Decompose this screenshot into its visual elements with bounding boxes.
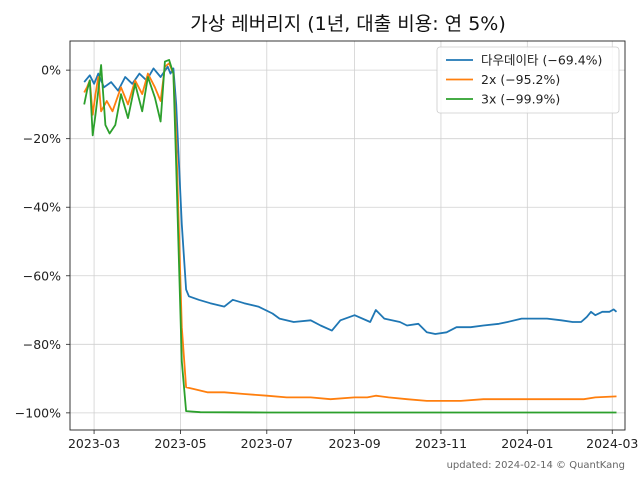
x-tick-label: 2023-07 xyxy=(241,436,293,451)
axis-ticks: 2023-03 2023-05 2023-07 2023-09 2023-11 2024-… xyxy=(15,63,639,451)
x-tick-label: 2023-11 xyxy=(415,436,467,451)
legend-entry-label: 2x (−95.2%) xyxy=(481,72,560,87)
y-tick-label: 0% xyxy=(41,63,61,78)
y-tick-label: −40% xyxy=(23,200,61,215)
chart-title: 가상 레버리지 (1년, 대출 비용: 연 5%) xyxy=(190,13,506,35)
series-line-3 xyxy=(83,59,617,414)
legend-entry-label: 다우데이타 (−69.4%) xyxy=(481,53,602,68)
y-tick-label: −80% xyxy=(23,337,61,352)
plot-frame xyxy=(69,40,626,431)
series-lines xyxy=(83,59,618,414)
y-tick-label: −100% xyxy=(15,405,61,420)
legend: 다우데이타 (−69.4%) 2x (−95.2%) 3x (−99.9%) xyxy=(436,46,620,114)
legend-entry-label: 3x (−99.9%) xyxy=(481,92,560,107)
series-line-2 xyxy=(83,62,617,402)
y-tick-label: −20% xyxy=(23,131,61,146)
x-tick-label: 2024-03 xyxy=(586,436,638,451)
x-tick-label: 2023-03 xyxy=(68,436,120,451)
x-tick-label: 2023-09 xyxy=(328,436,380,451)
footer-update-note: updated: 2024-02-14 © QuantKang xyxy=(447,460,625,471)
legend-box xyxy=(436,46,620,114)
y-tick-label: −60% xyxy=(23,268,61,283)
x-tick-label: 2024-01 xyxy=(501,436,553,451)
x-tick-label: 2023-05 xyxy=(154,436,206,451)
